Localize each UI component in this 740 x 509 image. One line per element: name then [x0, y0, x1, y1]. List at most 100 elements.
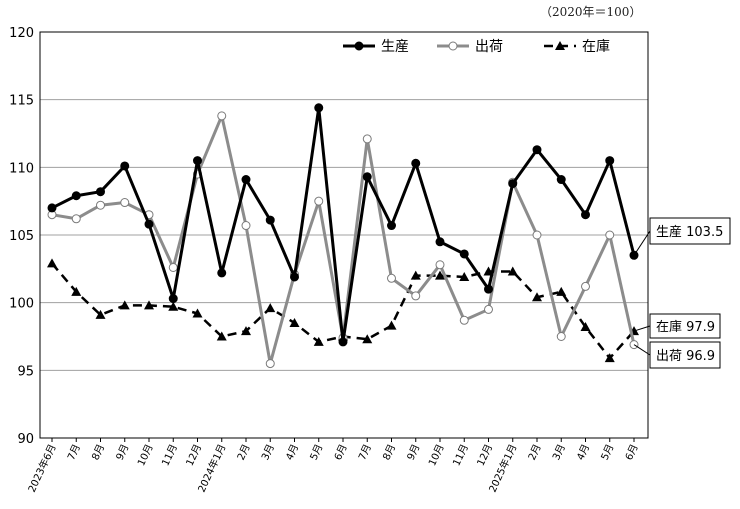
callout-leader: [633, 230, 651, 256]
x-tick-label: 3月: [550, 442, 568, 462]
x-tick-label: 10月: [426, 442, 446, 468]
data-point: [313, 336, 324, 346]
data-point: [362, 134, 372, 144]
x-tick-label: 10月: [135, 442, 155, 468]
series-layer: [47, 103, 639, 369]
legend-item-出荷: 出荷: [437, 39, 503, 55]
x-tick-label: 2023年6月: [25, 442, 59, 494]
legend-marker: [448, 41, 458, 51]
data-point: [581, 281, 590, 291]
data-point: [435, 237, 445, 247]
x-tick-label: 4月: [283, 442, 301, 462]
callout-text: 生産 103.5: [656, 224, 723, 240]
x-tick-label: 4月: [574, 442, 592, 462]
data-point: [290, 272, 299, 282]
data-point: [605, 230, 615, 240]
data-point: [314, 103, 324, 113]
data-point: [556, 332, 566, 341]
data-point: [459, 249, 469, 259]
data-point: [265, 359, 275, 369]
x-tick-label: 5月: [599, 442, 617, 462]
data-point: [265, 303, 276, 313]
grid-lines: [40, 99, 648, 371]
end-label-出荷: 出荷 96.9: [633, 341, 721, 369]
data-point: [119, 300, 130, 310]
legend-label: 出荷: [475, 39, 503, 55]
data-point: [532, 145, 542, 155]
data-point: [580, 322, 591, 332]
x-tick-label: 2月: [235, 442, 253, 462]
y-tick-label: 95: [17, 364, 34, 379]
data-point: [96, 187, 105, 197]
data-point: [435, 260, 445, 270]
x-tick-label: 5月: [308, 442, 326, 462]
x-tick-label: 12月: [475, 442, 495, 468]
x-tick-label: 6月: [623, 442, 641, 462]
data-point: [484, 304, 493, 314]
data-point: [532, 230, 542, 240]
callout-box: [649, 341, 721, 369]
y-axis-ticks: 90 95 100 105 110 115 120: [9, 26, 34, 447]
series-line: [51, 114, 636, 366]
data-point: [362, 334, 373, 344]
data-point: [289, 317, 300, 327]
callout-text: 在庫 97.9: [656, 320, 715, 335]
data-point: [71, 286, 82, 296]
data-point: [314, 196, 324, 206]
data-point: [241, 326, 251, 336]
data-point: [193, 156, 202, 166]
data-point: [507, 266, 518, 276]
data-point: [362, 172, 372, 182]
data-point: [459, 271, 470, 281]
x-tick-label: 7月: [65, 442, 83, 462]
plot-frame: [39, 31, 649, 439]
x-tick-label: 12月: [184, 442, 204, 468]
data-point: [95, 309, 106, 319]
data-point: [216, 331, 227, 341]
legend-item-生産: 生産: [343, 39, 409, 55]
data-point: [168, 294, 178, 304]
series-line: [51, 106, 636, 344]
data-point: [387, 273, 396, 283]
legend-label: 生産: [381, 39, 409, 55]
data-point: [484, 284, 493, 294]
data-point: [532, 292, 542, 302]
y-tick-label: 110: [9, 161, 34, 176]
data-point: [435, 270, 445, 280]
callout-box: [649, 313, 721, 339]
y-tick-label: 100: [9, 297, 34, 312]
x-tick-label: 9月: [114, 442, 132, 462]
data-point: [556, 175, 566, 185]
data-point: [96, 200, 105, 210]
data-point: [71, 191, 81, 201]
unit-note: （2020年＝100）: [540, 5, 642, 19]
data-point: [411, 291, 421, 301]
y-tick-label: 120: [9, 26, 34, 41]
x-tick-label: 2月: [526, 442, 544, 462]
series-生産: [47, 103, 639, 347]
data-point: [47, 258, 57, 268]
x-tick-label: 7月: [356, 442, 374, 462]
callout-box: [649, 217, 731, 245]
data-point: [338, 337, 348, 347]
y-tick-label: 90: [17, 432, 34, 447]
end-label-生産: 生産 103.5: [633, 217, 731, 256]
data-point: [71, 214, 81, 224]
end-label-在庫: 在庫 97.9: [633, 313, 721, 339]
series-在庫: [47, 258, 639, 363]
data-point: [459, 315, 469, 325]
data-point: [508, 179, 518, 189]
data-point: [241, 175, 251, 185]
legend: 生産 出荷 在庫: [343, 38, 610, 55]
data-point: [168, 301, 179, 311]
x-tick-label: 3月: [259, 442, 277, 462]
callout-leader: [633, 344, 651, 356]
x-tick-label: 8月: [380, 442, 398, 462]
data-point: [144, 300, 154, 310]
data-point: [168, 262, 178, 272]
x-tick-label: 11月: [159, 442, 179, 468]
x-tick-label: 9月: [405, 442, 423, 462]
data-point: [410, 270, 421, 280]
